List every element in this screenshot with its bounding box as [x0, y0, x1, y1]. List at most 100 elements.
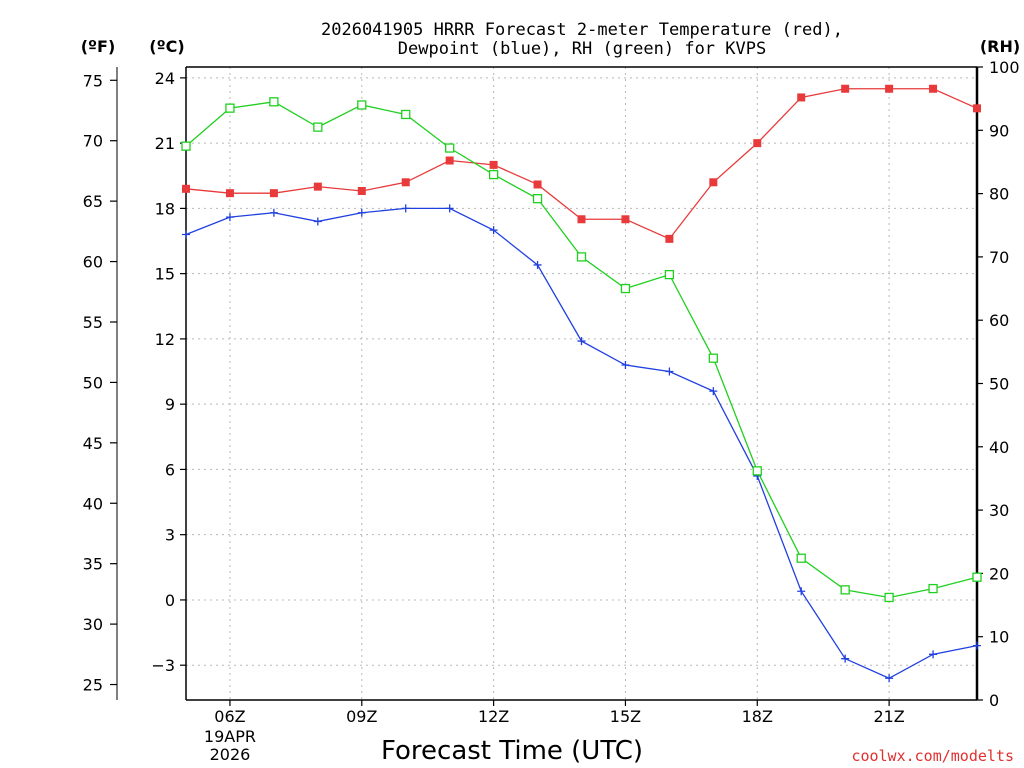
celsius-tick-label: 12 [155, 330, 175, 349]
rh-point [840, 585, 850, 595]
dewpoint-point [401, 204, 410, 213]
fahrenheit-tick-label: 35 [83, 555, 103, 574]
temperature-point [489, 160, 498, 169]
temperature-point [357, 186, 366, 195]
x-tick-label: 18Z [742, 707, 773, 726]
fahrenheit-tick-label: 40 [83, 494, 103, 513]
rh-axis-unit: (RH) [980, 37, 1020, 56]
series-dewpoint [182, 204, 981, 683]
rh-tick-label: 50 [989, 375, 1009, 394]
rh-point [884, 592, 894, 603]
rh-line [185, 101, 978, 599]
dewpoint-point [489, 226, 498, 235]
celsius-tick-label: 0 [165, 591, 175, 610]
rh-point [532, 194, 543, 204]
rh-tick-label: 30 [989, 501, 1009, 520]
temperature-point [445, 156, 454, 165]
rh-point [269, 97, 279, 107]
rh-point [664, 269, 675, 280]
fahrenheit-tick-label: 65 [83, 192, 103, 211]
rh-point [620, 283, 631, 294]
celsius-tick-label: 9 [165, 395, 175, 414]
rh-point [445, 143, 455, 153]
rh-point [401, 109, 411, 120]
series-temperature [182, 84, 981, 243]
temperature-point [401, 178, 410, 187]
dewpoint-point [225, 213, 234, 222]
rh-point [752, 466, 762, 476]
temperature-point [797, 93, 806, 102]
rh-tick-label: 100 [989, 58, 1020, 77]
fahrenheit-tick-label: 70 [83, 132, 103, 151]
rh-point [576, 252, 587, 262]
temperature-point [665, 234, 674, 243]
temperature-point [973, 104, 981, 113]
dewpoint-point [445, 204, 454, 213]
x-tick-sublabel: 2026 [210, 745, 251, 764]
dewpoint-point [929, 650, 938, 659]
x-axis-label: Forecast Time (UTC) [381, 736, 643, 766]
x-tick-label: 09Z [346, 707, 377, 726]
dewpoint-line [185, 207, 978, 679]
rh-point [357, 100, 367, 110]
dewpoint-point [797, 587, 806, 596]
x-tick-label: 21Z [873, 707, 904, 726]
fahrenheit-axis-unit: (ºF) [81, 37, 116, 56]
rh-tick-label: 0 [989, 691, 999, 710]
dewpoint-point [182, 230, 190, 239]
rh-point [928, 583, 938, 594]
dewpoint-point [841, 654, 850, 663]
temperature-point [621, 215, 630, 224]
rh-point [313, 122, 323, 132]
x-tick-label: 12Z [478, 707, 509, 726]
credit-text: coolwx.com/modelts [851, 747, 1014, 765]
celsius-tick-label: 18 [155, 199, 175, 218]
temperature-point [225, 189, 234, 198]
rh-tick-label: 70 [989, 248, 1009, 267]
dewpoint-point [577, 337, 586, 346]
chart-title: 2026041905 HRRR Forecast 2-meter Tempera… [321, 20, 843, 59]
dewpoint-point [665, 367, 674, 376]
temperature-point [182, 184, 190, 193]
grid-lines [186, 67, 977, 700]
temperature-point [269, 189, 278, 198]
rh-tick-label: 20 [989, 564, 1009, 583]
series-layer [181, 84, 982, 683]
x-tick-label: 06Z [214, 707, 245, 726]
series-rh [181, 97, 982, 603]
rh-point [488, 169, 499, 180]
dewpoint-point [621, 361, 630, 370]
dewpoint-point [313, 217, 322, 226]
rh-tick-label: 10 [989, 628, 1009, 647]
celsius-tick-label: −3 [151, 656, 175, 675]
rh-point [708, 353, 718, 363]
fahrenheit-tick-label: 75 [83, 71, 103, 90]
rh-tick-label: 40 [989, 438, 1009, 457]
dewpoint-point [973, 641, 981, 650]
celsius-tick-label: 15 [155, 265, 175, 284]
dewpoint-point [357, 208, 366, 217]
dewpoint-point [533, 260, 542, 269]
fahrenheit-tick-label: 45 [83, 434, 103, 453]
x-tick-sublabel: 19APR [204, 727, 256, 746]
x-tick-label: 15Z [610, 707, 641, 726]
celsius-tick-label: 24 [155, 69, 175, 88]
fahrenheit-tick-label: 25 [83, 676, 103, 695]
temperature-point [885, 84, 894, 93]
rh-tick-label: 90 [989, 121, 1009, 140]
temperature-point [709, 178, 718, 187]
temperature-point [929, 84, 938, 93]
dewpoint-point [269, 208, 278, 217]
rh-point [796, 553, 806, 563]
chart-title-line-1: 2026041905 HRRR Forecast 2-meter Tempera… [321, 20, 843, 40]
rh-point [225, 103, 235, 113]
fahrenheit-tick-label: 55 [83, 313, 103, 332]
celsius-axis-unit: (ºC) [149, 37, 184, 56]
temperature-point [753, 139, 762, 148]
temperature-point [533, 180, 542, 189]
rh-tick-label: 60 [989, 311, 1009, 330]
dewpoint-point [885, 674, 894, 683]
rh-point [181, 141, 191, 151]
rh-point [972, 572, 982, 582]
